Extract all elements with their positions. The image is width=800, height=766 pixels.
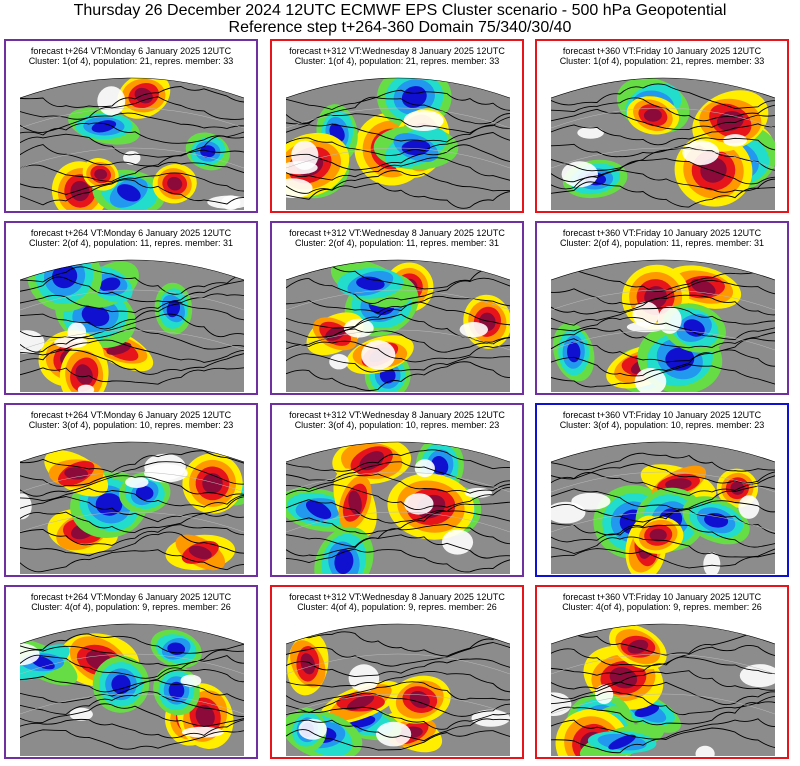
panel-cluster-caption: Cluster: 2(of 4), population: 11, repres… (295, 238, 499, 248)
panel-cluster-caption: Cluster: 1(of 4), population: 21, repres… (559, 56, 765, 66)
panel-forecast-caption: forecast t+360 VT:Friday 10 January 2025… (562, 228, 762, 238)
geopotential-map (286, 68, 510, 210)
geopotential-map (551, 614, 775, 756)
panel-cluster-caption: Cluster: 2(of 4), population: 11, repres… (560, 238, 764, 248)
panel-cluster-caption: Cluster: 4(of 4), population: 9, repres.… (297, 602, 497, 612)
panel-forecast-caption: forecast t+312 VT:Wednesday 8 January 20… (289, 228, 505, 238)
panel-forecast-caption: forecast t+360 VT:Friday 10 January 2025… (562, 410, 762, 420)
cluster-panel: forecast t+312 VT:Wednesday 8 January 20… (270, 585, 524, 759)
panel-forecast-caption: forecast t+312 VT:Wednesday 8 January 20… (289, 46, 505, 56)
geopotential-map (551, 432, 775, 574)
panel-cluster-caption: Cluster: 1(of 4), population: 21, repres… (28, 56, 234, 66)
cluster-panel: forecast t+264 VT:Monday 6 January 2025 … (4, 39, 258, 213)
geopotential-map (286, 432, 510, 574)
geopotential-map (20, 432, 244, 574)
panel-cluster-caption: Cluster: 3(of 4), population: 10, repres… (559, 420, 765, 430)
cluster-panel: forecast t+312 VT:Wednesday 8 January 20… (270, 39, 524, 213)
geopotential-map (20, 250, 244, 392)
panel-cluster-caption: Cluster: 4(of 4), population: 9, repres.… (31, 602, 231, 612)
cluster-panel: forecast t+312 VT:Wednesday 8 January 20… (270, 403, 524, 577)
panel-forecast-caption: forecast t+360 VT:Friday 10 January 2025… (562, 592, 762, 602)
panel-forecast-caption: forecast t+264 VT:Monday 6 January 2025 … (30, 592, 232, 602)
panel-forecast-caption: forecast t+360 VT:Friday 10 January 2025… (562, 46, 762, 56)
cluster-panel: forecast t+360 VT:Friday 10 January 2025… (535, 403, 789, 577)
panel-cluster-caption: Cluster: 3(of 4), population: 10, repres… (294, 420, 500, 430)
geopotential-map (20, 68, 244, 210)
geopotential-map (286, 614, 510, 756)
header-subtitle: Reference step t+264-360 Domain 75/340/3… (228, 19, 572, 36)
geopotential-map (286, 250, 510, 392)
panel-cluster-caption: Cluster: 2(of 4), population: 11, repres… (29, 238, 233, 248)
cluster-panel: forecast t+264 VT:Monday 6 January 2025 … (4, 403, 258, 577)
cluster-panel: forecast t+264 VT:Monday 6 January 2025 … (4, 585, 258, 759)
panel-forecast-caption: forecast t+312 VT:Wednesday 8 January 20… (289, 592, 505, 602)
panel-forecast-caption: forecast t+312 VT:Wednesday 8 January 20… (289, 410, 505, 420)
panel-cluster-caption: Cluster: 4(of 4), population: 9, repres.… (562, 602, 762, 612)
cluster-panel: forecast t+360 VT:Friday 10 January 2025… (535, 39, 789, 213)
cluster-panel: forecast t+360 VT:Friday 10 January 2025… (535, 585, 789, 759)
panel-forecast-caption: forecast t+264 VT:Monday 6 January 2025 … (30, 46, 232, 56)
geopotential-map (551, 68, 775, 210)
geopotential-map (20, 614, 244, 756)
cluster-panel: forecast t+264 VT:Monday 6 January 2025 … (4, 221, 258, 395)
header-title: Thursday 26 December 2024 12UTC ECMWF EP… (73, 2, 727, 19)
panel-cluster-caption: Cluster: 1(of 4), population: 21, repres… (294, 56, 500, 66)
panel-cluster-caption: Cluster: 3(of 4), population: 10, repres… (28, 420, 234, 430)
geopotential-map (551, 250, 775, 392)
cluster-panel: forecast t+312 VT:Wednesday 8 January 20… (270, 221, 524, 395)
cluster-panel: forecast t+360 VT:Friday 10 January 2025… (535, 221, 789, 395)
panel-forecast-caption: forecast t+264 VT:Monday 6 January 2025 … (30, 410, 232, 420)
panel-forecast-caption: forecast t+264 VT:Monday 6 January 2025 … (30, 228, 232, 238)
